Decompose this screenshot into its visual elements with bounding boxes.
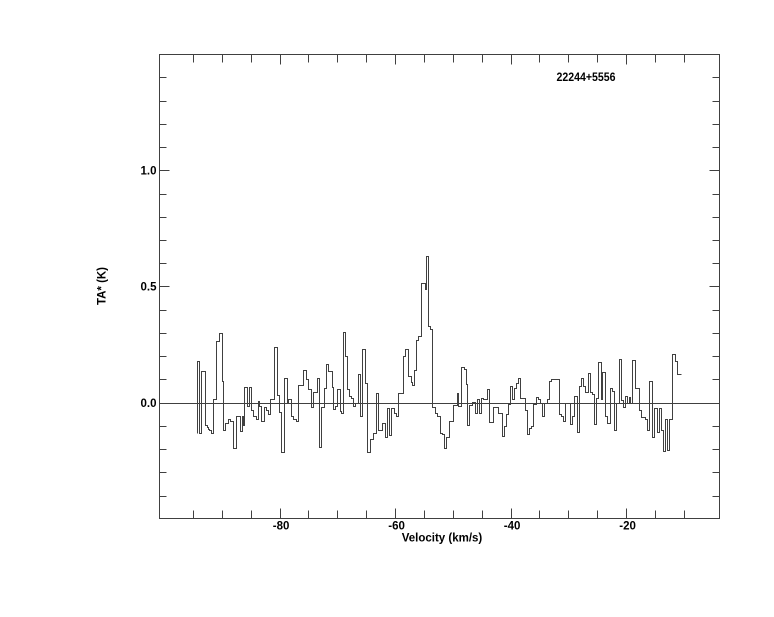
svg-text:TA* (K): TA* (K) bbox=[97, 267, 109, 305]
svg-text:0.5: 0.5 bbox=[141, 282, 158, 294]
svg-text:-80: -80 bbox=[273, 521, 290, 533]
svg-text:22244+5556: 22244+5556 bbox=[557, 70, 616, 84]
svg-text:-40: -40 bbox=[504, 521, 521, 533]
svg-text:-60: -60 bbox=[388, 521, 405, 533]
svg-text:1.0: 1.0 bbox=[141, 166, 157, 178]
svg-text:Velocity (km/s): Velocity (km/s) bbox=[402, 533, 483, 545]
svg-text:-20: -20 bbox=[619, 521, 636, 533]
svg-text:0.0: 0.0 bbox=[141, 398, 157, 410]
